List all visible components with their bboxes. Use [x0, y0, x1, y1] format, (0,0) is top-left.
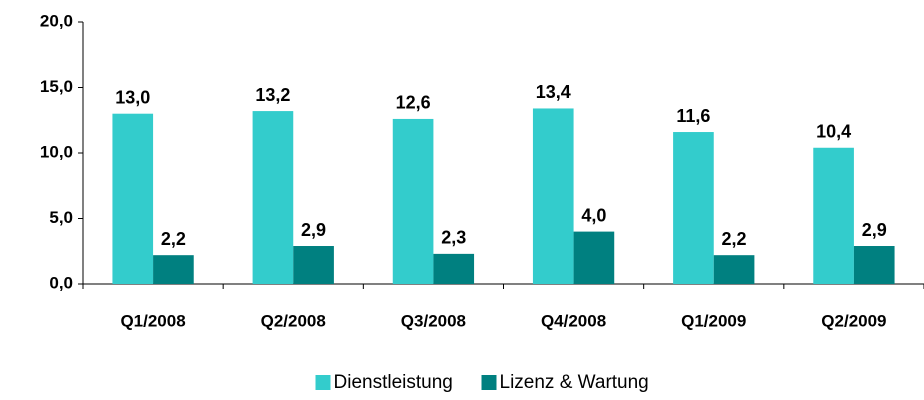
value-label: 2,2 — [161, 229, 186, 249]
x-tick-label: Q3/2008 — [401, 311, 466, 330]
x-tick-label: Q1/2009 — [681, 311, 746, 330]
value-label: 13,4 — [536, 82, 571, 102]
value-label: 10,4 — [816, 122, 851, 142]
value-label: 2,3 — [441, 228, 466, 248]
value-label: 12,6 — [396, 93, 431, 113]
y-tick-label: 5,0 — [49, 208, 73, 227]
value-label: 2,9 — [301, 220, 326, 240]
legend-label: Lizenz & Wartung — [500, 372, 649, 393]
bar — [532, 108, 574, 285]
y-tick-label: 0,0 — [49, 273, 73, 292]
value-label: 2,9 — [862, 220, 887, 240]
bar — [293, 246, 334, 284]
bar — [713, 255, 755, 284]
bar — [433, 253, 475, 284]
legend-swatch — [481, 375, 497, 390]
bar — [252, 111, 294, 284]
bar — [153, 255, 194, 284]
bar — [813, 147, 854, 284]
y-tick-label: 10,0 — [40, 142, 73, 161]
x-tick-label: Q1/2008 — [120, 311, 185, 330]
x-tick-label: Q2/2008 — [261, 311, 326, 330]
bar — [673, 132, 714, 284]
x-tick-label: Q2/2009 — [821, 311, 886, 330]
y-tick-label: 15,0 — [40, 77, 73, 96]
bar — [392, 118, 434, 284]
legend-swatch — [315, 375, 331, 390]
value-label: 13,2 — [255, 85, 290, 105]
legend-label: Dienstleistung — [334, 372, 453, 393]
value-label: 4,0 — [581, 205, 606, 225]
bar — [573, 231, 615, 284]
value-label: 13,0 — [115, 87, 150, 107]
value-label: 2,2 — [722, 229, 747, 249]
bar — [112, 113, 154, 284]
bar — [853, 246, 895, 284]
value-label: 11,6 — [676, 106, 710, 126]
y-tick-label: 20,0 — [40, 11, 73, 30]
x-tick-label: Q4/2008 — [541, 311, 606, 330]
